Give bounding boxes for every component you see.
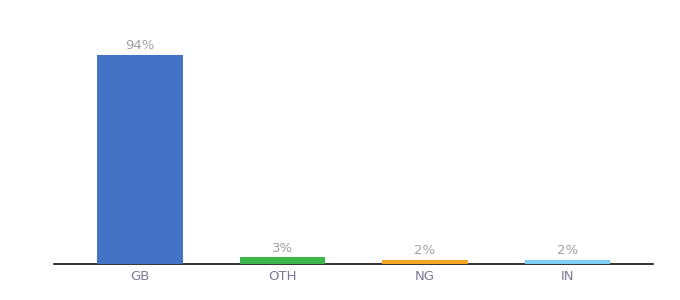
Text: 94%: 94%	[125, 39, 154, 52]
Bar	[382, 260, 468, 264]
Bar	[239, 257, 325, 264]
Bar	[97, 55, 183, 264]
Bar	[524, 260, 610, 264]
Text: 2%: 2%	[414, 244, 435, 257]
Text: 2%: 2%	[557, 244, 578, 257]
Text: 3%: 3%	[272, 242, 293, 255]
